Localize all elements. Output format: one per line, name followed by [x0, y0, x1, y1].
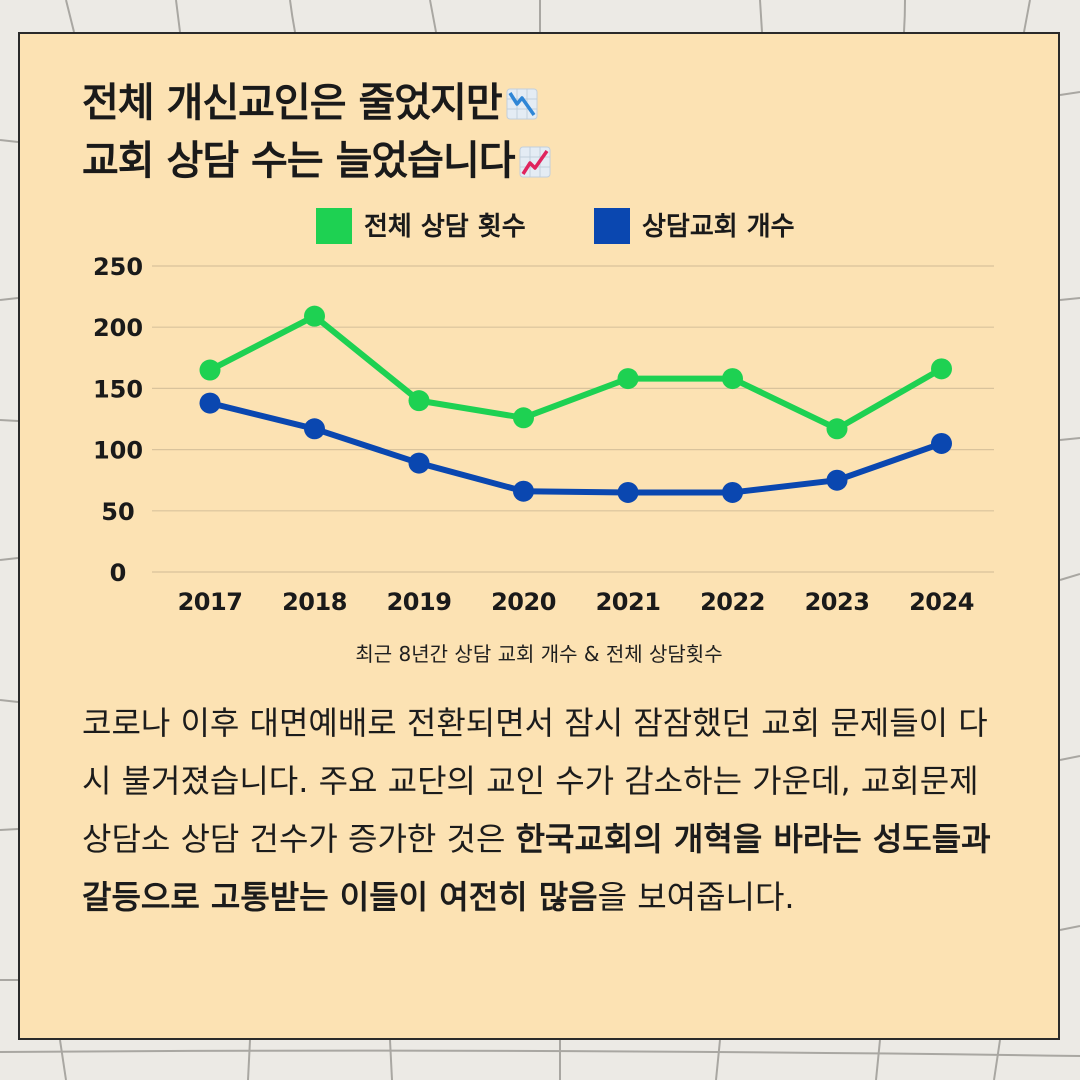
y-tick-label: 250	[93, 253, 143, 281]
data-point-series-1	[513, 407, 534, 429]
data-point-series-2	[199, 392, 221, 414]
x-tick-label: 2023	[805, 588, 870, 616]
x-tick-label: 2017	[178, 588, 243, 616]
data-point-series-2	[408, 452, 430, 474]
title-line-2: 교회 상담 수는 늘었습니다	[82, 132, 551, 190]
y-tick-label: 50	[101, 498, 134, 526]
data-point-series-1	[408, 390, 430, 412]
body-text-bold: 한국교회의 개혁을 바라는 성도들과 갈등으로 고통받는 이들이 여전히 많음	[82, 820, 991, 916]
title-line-1: 전체 개신교인은 줄었지만	[82, 74, 551, 132]
data-point-series-1	[826, 418, 848, 440]
body-text-normal-1: 코로나 이후 대면예배로 전환되면서 잠시 잠잠했던 교회 문제들이 다시 불거…	[82, 704, 988, 858]
content-card: 전체 개신교인은 줄었지만 교회 상담 수는 늘었습니다 0 50 100 150 20…	[18, 32, 1060, 1040]
x-tick-label: 2022	[700, 588, 765, 616]
y-tick-label: 100	[93, 437, 143, 465]
data-point-series-2	[826, 469, 848, 491]
data-point-series-2	[617, 481, 639, 503]
data-point-series-1	[722, 368, 743, 390]
data-point-series-1	[304, 305, 325, 327]
series-line-2	[207, 400, 945, 496]
legend-swatch	[594, 208, 630, 244]
data-point-series-1	[931, 358, 952, 380]
legend-label: 전체 상담 횟수	[364, 212, 526, 242]
x-tick-label: 2021	[596, 588, 661, 616]
x-tick-label: 2020	[491, 588, 556, 616]
chart-gridlines	[152, 265, 994, 573]
data-point-series-2	[931, 432, 952, 454]
data-point-series-1	[617, 368, 639, 390]
body-paragraph: 코로나 이후 대면예배로 전환되면서 잠시 잠잠했던 교회 문제들이 다시 불거…	[82, 694, 1002, 926]
line-chart: 0 50 100 150 200 250 2017 2018 2019 2020 2021 2022…	[93, 208, 994, 616]
data-point-series-2	[513, 480, 534, 502]
x-axis-ticks: 2017 2018 2019 2020 2021 2022 2023 2024	[178, 588, 975, 616]
body-text-normal-2: 을 보여줍니다.	[597, 878, 795, 916]
data-point-series-1	[199, 359, 221, 381]
x-tick-label: 2024	[909, 588, 974, 616]
legend-swatch	[316, 208, 352, 244]
chart-legend: 전체 상담 횟수 상담교회 개수	[316, 208, 795, 244]
chart-increasing-icon	[519, 146, 551, 178]
y-tick-label: 200	[93, 314, 143, 342]
x-tick-label: 2019	[387, 588, 452, 616]
series-line-1	[207, 313, 945, 432]
data-point-series-2	[304, 418, 325, 440]
chart-caption: 최근 8년간 상담 교회 개수 & 전체 상담횟수	[355, 642, 723, 666]
chart-series	[199, 305, 952, 503]
data-point-series-2	[722, 481, 743, 503]
page-title: 전체 개신교인은 줄었지만 교회 상담 수는 늘었습니다	[82, 74, 551, 190]
x-tick-label: 2018	[282, 588, 347, 616]
y-axis-ticks: 0 50 100 150 200 250	[93, 253, 143, 587]
legend-label: 상담교회 개수	[642, 212, 795, 242]
chart-decreasing-icon	[506, 88, 538, 120]
y-tick-label: 0	[110, 559, 127, 587]
y-tick-label: 150	[93, 375, 143, 403]
